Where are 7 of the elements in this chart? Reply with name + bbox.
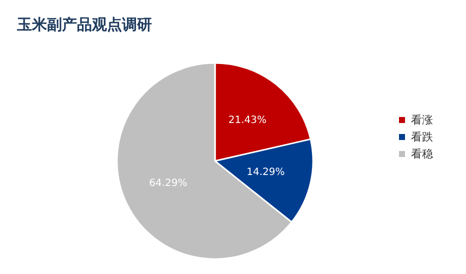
legend-label: 看稳 [411, 148, 433, 160]
legend-label: 看跌 [411, 130, 433, 144]
data-label: 14.29% [246, 167, 285, 178]
data-label: 21.43% [228, 114, 267, 126]
legend-label: 看涨 [411, 114, 433, 126]
data-label: 64.29% [149, 178, 188, 190]
chart-title: 玉米副产品观点调研 [16, 16, 152, 34]
